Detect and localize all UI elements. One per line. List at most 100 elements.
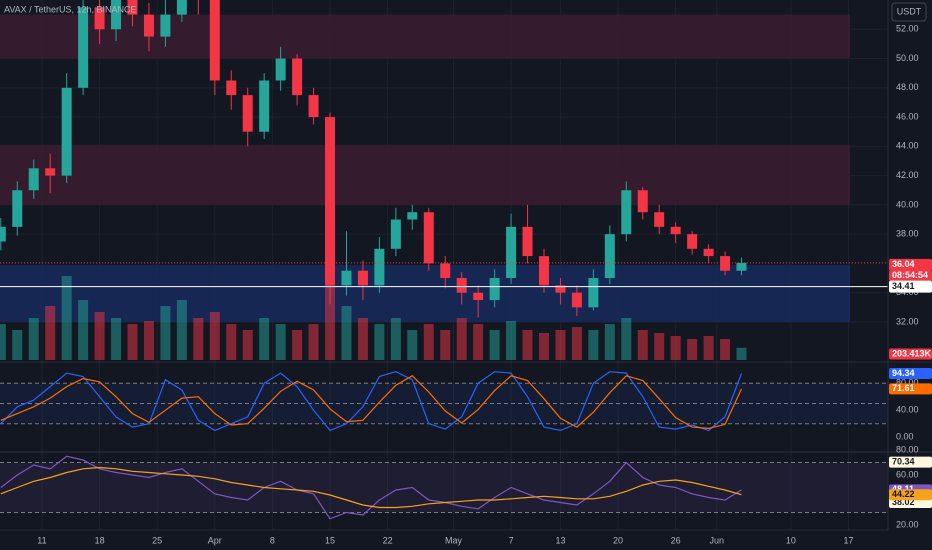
candle-body	[555, 285, 566, 293]
rsi-value-tag: 44.22	[892, 489, 915, 499]
rsi-tag: 70.34	[892, 456, 915, 466]
candle-body	[604, 234, 615, 279]
x-tick-label: 20	[613, 535, 623, 545]
countdown-tag: 08:54:54	[892, 270, 928, 280]
volume-bar	[390, 318, 401, 360]
level-tag-box	[889, 280, 932, 293]
stoch-tag-box	[889, 368, 932, 380]
countdown-tag-box	[889, 270, 932, 282]
volume-bar	[259, 318, 270, 360]
volume-bar	[78, 300, 89, 360]
volume-bar	[440, 330, 451, 360]
y-tick-label: 52.00	[896, 24, 919, 34]
candle-body	[341, 270, 352, 286]
volume-bar	[456, 318, 467, 360]
candle-body	[209, 0, 220, 81]
zone	[0, 264, 850, 322]
y-tick-label: 44.00	[896, 141, 919, 151]
level-tag: 34.41	[892, 281, 915, 291]
y-tick-label: 40.00	[896, 199, 919, 209]
candle-body	[374, 248, 385, 286]
volume-bar	[308, 324, 319, 360]
candle-body	[473, 292, 484, 300]
volume-bar	[341, 306, 352, 360]
volume-bar	[670, 336, 681, 360]
currency-box[interactable]	[891, 2, 927, 22]
candle-body	[259, 80, 270, 132]
x-tick-label: 15	[325, 535, 335, 545]
rsi-tag: 38.02	[892, 497, 915, 507]
rsi-tick-label: 80.00	[896, 444, 919, 454]
x-tick-label: 8	[270, 535, 275, 545]
volume-bar	[423, 324, 434, 360]
candle-body	[0, 226, 6, 242]
candle-body	[292, 58, 303, 96]
candle-body	[94, 7, 105, 30]
volume-bar	[604, 324, 615, 360]
volume-bar	[407, 330, 418, 360]
candle-body	[127, 0, 138, 15]
candle-body	[45, 168, 56, 176]
x-tick-label: May	[445, 535, 463, 545]
volume-bar	[588, 330, 599, 360]
x-tick-label: 25	[152, 535, 162, 545]
candle-body	[489, 278, 500, 300]
candle-body	[736, 262, 747, 271]
candle-body	[703, 248, 714, 257]
rsi-tick-label: 60.00	[896, 469, 919, 479]
candle-body	[538, 256, 549, 286]
candle-body	[61, 87, 72, 176]
candle-body	[143, 14, 154, 37]
y-tick-label: 32.00	[896, 316, 919, 326]
volume-bar	[374, 324, 385, 360]
candle-body	[423, 212, 434, 264]
volume-bar	[94, 312, 105, 360]
volume-bar	[571, 327, 582, 360]
stoch-tag: 71.61	[892, 383, 915, 393]
rsi-line	[0, 466, 742, 509]
candle-body	[588, 278, 599, 308]
x-tick-label: 11	[37, 535, 46, 545]
volume-bar	[654, 333, 665, 360]
candle-body	[670, 226, 681, 235]
volume-bar	[242, 330, 253, 360]
stoch-tick-label: 0.00	[896, 432, 914, 442]
rsi-tick-label: 20.00	[896, 519, 919, 529]
volume-bar	[0, 324, 6, 360]
zone	[0, 144, 850, 205]
candle-body	[28, 168, 39, 191]
volume-tag-box	[889, 348, 932, 360]
volume-bar	[143, 321, 154, 360]
volume-bar	[12, 330, 23, 360]
candle-body	[506, 226, 517, 279]
volume-bar	[522, 330, 533, 360]
volume-bar	[226, 324, 237, 360]
volume-bar	[325, 270, 336, 360]
x-tick-label: 22	[383, 535, 393, 545]
candle-body	[357, 270, 368, 286]
volume-bar	[176, 300, 187, 360]
volume-bar	[193, 318, 204, 360]
volume-bar	[555, 330, 566, 360]
volume-tag: 203.413K	[892, 348, 932, 358]
candle-body	[687, 234, 698, 249]
stoch-tick-label: 40.00	[896, 405, 919, 415]
volume-bar	[736, 347, 747, 360]
candle-body	[308, 95, 319, 118]
candle-body	[654, 212, 665, 227]
volume-bar	[357, 318, 368, 360]
volume-bar	[209, 312, 220, 360]
candle-body	[390, 219, 401, 249]
volume-bar	[506, 321, 517, 360]
candle-body	[111, 0, 122, 30]
last-price-tag: 36.04	[892, 259, 915, 269]
volume-bar	[621, 318, 632, 360]
y-tick-label: 48.00	[896, 82, 919, 92]
x-tick-label: 13	[555, 535, 565, 545]
volume-bar	[292, 330, 303, 360]
candle-body	[176, 0, 187, 15]
candle-body	[226, 80, 237, 96]
y-tick-label: 38.00	[896, 229, 919, 239]
x-tick-label: 26	[671, 535, 681, 545]
